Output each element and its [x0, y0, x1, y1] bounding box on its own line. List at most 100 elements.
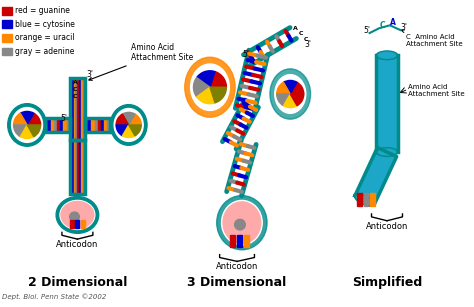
Bar — [364, 192, 368, 206]
Bar — [98, 118, 101, 132]
Text: Amino Acid
Attachment Site: Amino Acid Attachment Site — [408, 84, 465, 97]
Ellipse shape — [11, 107, 43, 142]
Wedge shape — [27, 125, 41, 137]
Bar — [79, 140, 81, 194]
Bar — [370, 192, 375, 206]
Wedge shape — [122, 112, 135, 125]
Bar — [45, 118, 70, 132]
Ellipse shape — [223, 202, 261, 243]
Ellipse shape — [376, 148, 398, 156]
Bar — [357, 192, 362, 206]
Bar — [95, 118, 98, 132]
Text: Anticodon: Anticodon — [216, 262, 258, 271]
Bar — [83, 140, 85, 194]
Bar — [70, 78, 72, 140]
Bar — [48, 118, 51, 132]
Bar — [77, 140, 79, 194]
Text: Amino Acid
Attachment Site: Amino Acid Attachment Site — [89, 43, 193, 80]
Bar — [2, 48, 11, 55]
Bar — [2, 21, 11, 28]
Bar — [81, 140, 83, 194]
Text: blue = cytosine: blue = cytosine — [15, 20, 74, 29]
Bar — [57, 118, 60, 132]
Text: A: A — [390, 18, 396, 27]
Text: 5': 5' — [60, 114, 67, 123]
Text: 5': 5' — [242, 50, 249, 59]
Wedge shape — [20, 111, 34, 125]
Ellipse shape — [378, 149, 396, 155]
Wedge shape — [210, 72, 227, 87]
Text: Anticodon: Anticodon — [56, 240, 99, 249]
Wedge shape — [116, 125, 128, 136]
Bar — [83, 78, 85, 140]
Bar — [77, 78, 79, 140]
Text: C: C — [304, 37, 308, 42]
Ellipse shape — [56, 196, 99, 233]
Wedge shape — [210, 87, 227, 103]
Ellipse shape — [61, 201, 94, 228]
Bar — [2, 7, 11, 15]
Text: 5': 5' — [364, 26, 371, 35]
Ellipse shape — [378, 52, 396, 58]
Text: 3 Dimensional: 3 Dimensional — [187, 276, 287, 290]
Ellipse shape — [8, 104, 46, 146]
Bar — [72, 140, 73, 194]
Polygon shape — [355, 148, 397, 205]
Bar — [81, 220, 85, 228]
Bar — [85, 118, 110, 132]
Text: C  Amino Acid
Attachment Site: C Amino Acid Attachment Site — [401, 30, 463, 47]
Bar — [73, 140, 75, 194]
Text: C: C — [379, 21, 385, 30]
Bar — [244, 235, 249, 247]
Bar — [73, 78, 75, 140]
Wedge shape — [20, 125, 34, 138]
Text: 3': 3' — [401, 23, 408, 32]
Bar — [79, 78, 81, 140]
Ellipse shape — [191, 64, 229, 111]
Wedge shape — [27, 113, 41, 125]
Text: A: A — [73, 80, 77, 85]
Wedge shape — [277, 82, 290, 94]
Bar — [66, 118, 70, 132]
Bar — [75, 140, 77, 194]
Bar — [104, 118, 107, 132]
Ellipse shape — [355, 194, 374, 206]
Ellipse shape — [356, 196, 373, 205]
Bar — [101, 118, 104, 132]
Bar — [2, 34, 11, 42]
Ellipse shape — [235, 219, 245, 230]
Bar — [91, 118, 95, 132]
Text: red = guanine: red = guanine — [15, 6, 69, 15]
Ellipse shape — [217, 196, 267, 250]
Ellipse shape — [270, 69, 310, 119]
Bar — [376, 55, 398, 152]
Bar — [70, 140, 85, 194]
Bar — [88, 118, 91, 132]
Bar — [51, 118, 54, 132]
Bar — [70, 78, 85, 140]
Text: Dept. Biol. Penn State ©2002: Dept. Biol. Penn State ©2002 — [2, 293, 106, 300]
Bar — [70, 140, 72, 194]
Wedge shape — [14, 125, 27, 137]
Bar — [75, 220, 79, 228]
Wedge shape — [116, 114, 128, 125]
Text: orange = uracil: orange = uracil — [15, 33, 74, 42]
Wedge shape — [193, 78, 210, 97]
Wedge shape — [283, 80, 297, 94]
Wedge shape — [197, 71, 215, 87]
Text: C: C — [73, 87, 77, 92]
Bar — [230, 235, 235, 247]
Bar — [60, 118, 64, 132]
Bar — [54, 118, 57, 132]
Ellipse shape — [275, 75, 306, 113]
Bar — [72, 78, 73, 140]
Text: 3': 3' — [86, 70, 93, 79]
Wedge shape — [128, 125, 141, 136]
Wedge shape — [197, 87, 215, 104]
Text: gray = adenine: gray = adenine — [15, 47, 74, 56]
Bar — [70, 220, 73, 228]
Ellipse shape — [221, 200, 262, 245]
Bar — [85, 118, 88, 132]
Ellipse shape — [60, 200, 95, 229]
Wedge shape — [277, 94, 290, 106]
